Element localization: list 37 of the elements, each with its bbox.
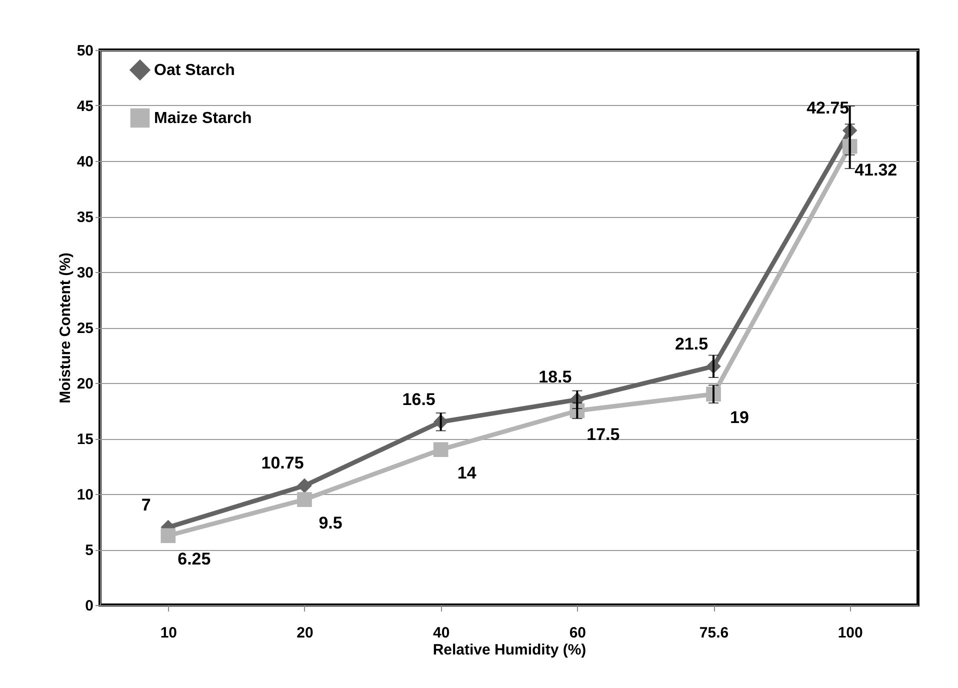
y-tick-label: 45 [76,98,94,115]
legend-label: Maize Starch [154,110,252,127]
legend-label: Oat Starch [154,62,235,79]
y-tick-label: 50 [76,42,94,60]
y-tick-label: 20 [76,376,94,392]
y-tick-label: 35 [76,209,94,226]
y-tick-label: 40 [76,154,94,170]
data-label: 42.75 [806,98,850,118]
data-label: 41.32 [854,160,898,180]
data-label: 17.5 [586,424,620,444]
point [433,442,448,458]
data-label: 14 [457,464,477,483]
data-label: 18.5 [538,368,572,387]
x-tick-label: 75.6 [699,624,729,642]
data-label: 16.5 [402,390,436,409]
x-tick-label: 40 [432,624,450,642]
y-tick-label: 5 [85,542,94,559]
x-tick-label: 100 [838,624,863,642]
y-tick-label: 30 [76,264,94,282]
data-label: 9.5 [318,514,342,533]
y-tick-label: 10 [76,486,94,504]
x-tick-label: 20 [296,624,314,642]
point [297,478,312,494]
data-label: 10.75 [261,454,304,473]
data-label: 7 [141,495,151,514]
data-label: 19 [730,408,749,428]
point [297,492,312,507]
y-tick-label: 0 [85,598,94,614]
data-label: 21.5 [674,334,708,354]
point [160,528,176,544]
y-axis-title: Moisture Content (%) [56,252,74,404]
x-tick-label: 60 [569,624,586,642]
data-label: 6.25 [178,550,211,569]
y-tick-label: 15 [76,431,94,448]
y-tick-label: 25 [76,320,94,337]
x-tick-label: 10 [160,624,178,642]
x-axis-title: Relative Humidity (%) [432,642,586,658]
